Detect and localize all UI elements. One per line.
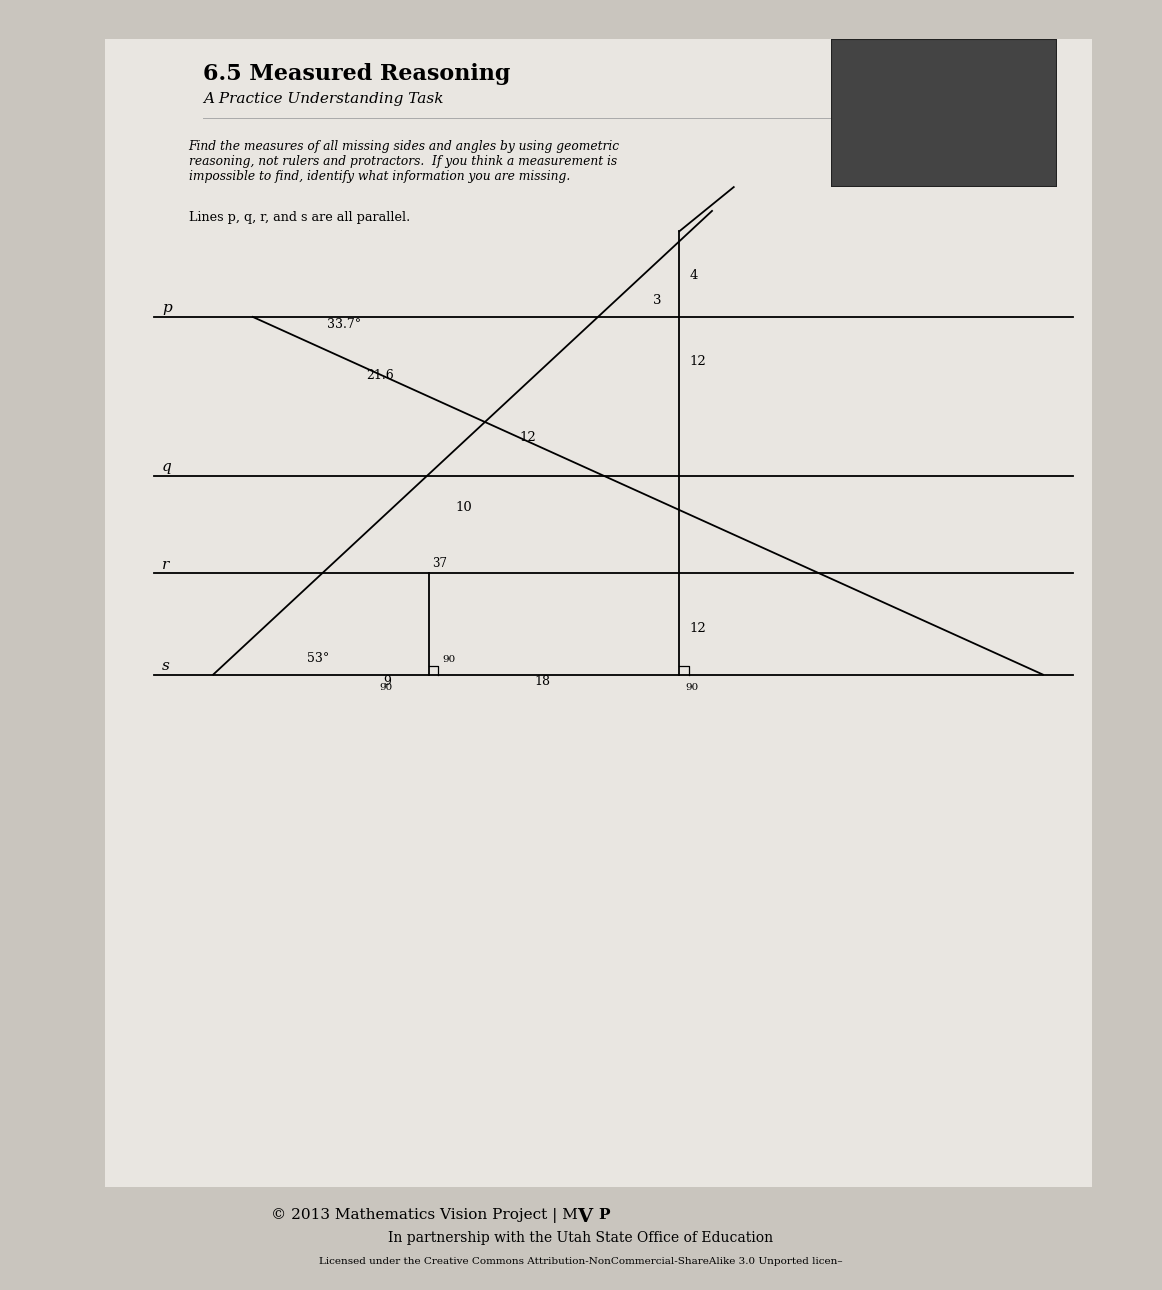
- Text: q: q: [162, 461, 172, 475]
- Text: s: s: [162, 659, 170, 673]
- Text: 18: 18: [535, 675, 551, 688]
- Text: Licensed under the Creative Commons Attribution-NonCommercial-ShareAlike 3.0 Unp: Licensed under the Creative Commons Attr…: [320, 1258, 842, 1267]
- Text: 21.6: 21.6: [366, 369, 394, 382]
- Text: 4: 4: [689, 268, 697, 283]
- Text: Lines p, q, r, and s are all parallel.: Lines p, q, r, and s are all parallel.: [188, 210, 410, 224]
- Text: 37: 37: [432, 557, 447, 570]
- Text: In partnership with the Utah State Office of Education: In partnership with the Utah State Offic…: [388, 1231, 774, 1245]
- Text: 90: 90: [686, 684, 698, 693]
- Text: 90: 90: [443, 655, 456, 664]
- Text: 12: 12: [519, 431, 536, 444]
- Text: 12: 12: [689, 356, 706, 369]
- FancyBboxPatch shape: [105, 39, 1092, 1187]
- Text: Find the measures of all missing sides and angles by using geometric
reasoning, : Find the measures of all missing sides a…: [188, 141, 619, 183]
- Text: © 2013 Mathematics Vision Project | M: © 2013 Mathematics Vision Project | M: [271, 1207, 578, 1223]
- Text: 9: 9: [383, 675, 390, 688]
- Text: 33.7°: 33.7°: [327, 319, 361, 332]
- Text: 12: 12: [689, 622, 706, 635]
- Text: r: r: [162, 557, 170, 571]
- Text: 53°: 53°: [307, 653, 329, 666]
- Text: A Practice Understanding Task: A Practice Understanding Task: [203, 92, 444, 106]
- Text: 6.5 Measured Reasoning: 6.5 Measured Reasoning: [203, 63, 511, 85]
- Text: 90: 90: [379, 684, 393, 693]
- Text: 3: 3: [653, 294, 661, 307]
- Text: p: p: [162, 302, 172, 316]
- Text: P: P: [598, 1207, 610, 1222]
- Text: V: V: [578, 1207, 593, 1226]
- Text: 10: 10: [456, 502, 472, 515]
